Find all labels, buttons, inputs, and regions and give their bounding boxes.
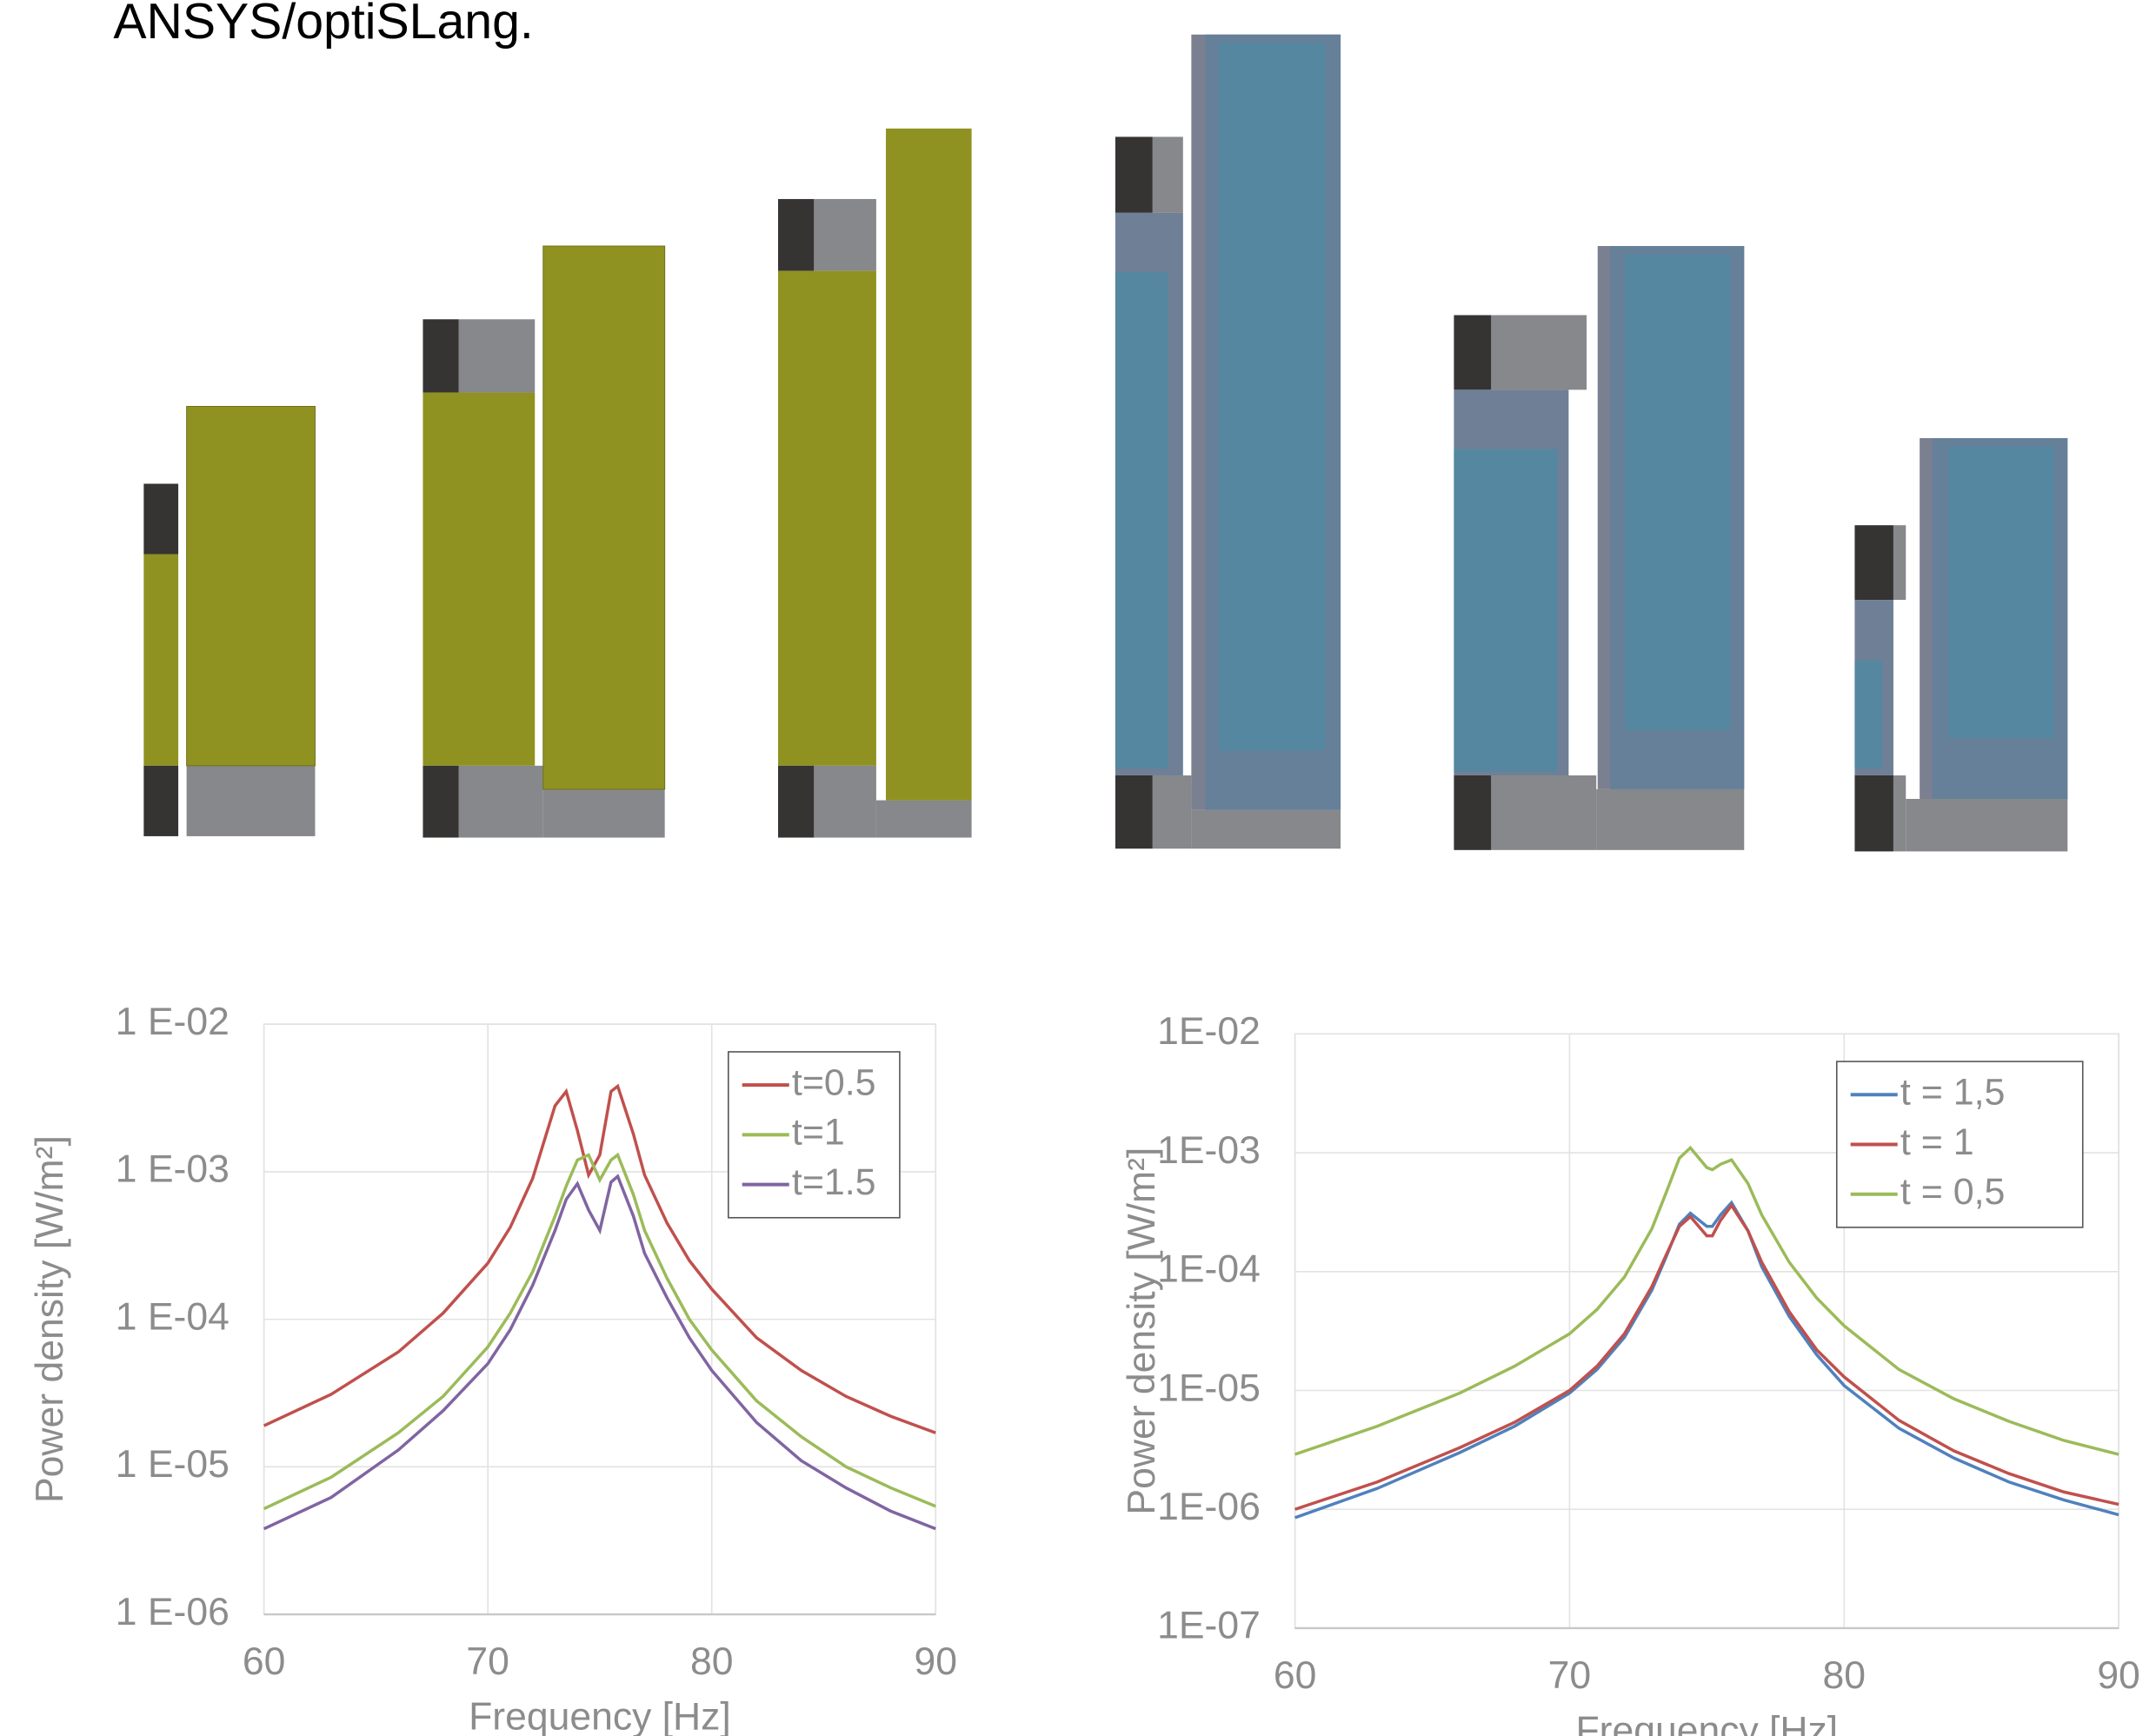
figure: ANSYS/optiSLang. xyxy=(0,0,2156,1736)
legend-label: t = 1 xyxy=(1900,1121,1974,1163)
y-axis-label: Power density [W/m²] xyxy=(29,1135,71,1503)
legend-label: t=1 xyxy=(792,1112,845,1154)
x-tick-label: 60 xyxy=(243,1640,285,1683)
legend-label: t=0.5 xyxy=(792,1061,876,1103)
y-axis-label: Power density [W/m²] xyxy=(1121,1147,1163,1515)
legend-label: t = 0,5 xyxy=(1900,1171,2005,1213)
x-tick-label: 80 xyxy=(690,1640,733,1683)
y-tick-label: 1 E-06 xyxy=(116,1591,230,1633)
x-tick-label: 70 xyxy=(466,1640,509,1683)
x-tick-label: 90 xyxy=(2097,1654,2139,1697)
y-tick-label: 1 E-05 xyxy=(116,1443,230,1486)
x-tick-label: 90 xyxy=(915,1640,957,1683)
x-tick-label: 60 xyxy=(1274,1654,1316,1697)
x-tick-label: 70 xyxy=(1548,1654,1591,1697)
y-tick-label: 1E-06 xyxy=(1157,1486,1261,1528)
y-tick-label: 1 E-04 xyxy=(116,1295,230,1338)
x-axis-label: Frequency [Hz] xyxy=(469,1696,731,1736)
legend-label: t=1.5 xyxy=(792,1161,876,1203)
y-tick-label: 1 E-03 xyxy=(116,1148,230,1191)
y-tick-label: 1 E-02 xyxy=(116,1001,230,1043)
legend-label: t = 1,5 xyxy=(1900,1072,2005,1114)
y-tick-label: 1E-07 xyxy=(1157,1605,1261,1647)
x-tick-label: 80 xyxy=(1822,1654,1865,1697)
series-line xyxy=(1295,1202,2119,1517)
y-tick-label: 1E-04 xyxy=(1157,1248,1261,1291)
x-axis-label: Frequency [Hz] xyxy=(1575,1710,1838,1736)
caption: ANSYS/optiSLang. xyxy=(113,0,533,50)
y-tick-label: 1E-02 xyxy=(1157,1010,1261,1053)
series-line xyxy=(264,1176,936,1528)
y-tick-label: 1E-05 xyxy=(1157,1367,1261,1409)
geometry-drawings xyxy=(143,35,2067,852)
y-tick-label: 1E-03 xyxy=(1157,1129,1261,1172)
series-line xyxy=(1295,1206,2119,1510)
